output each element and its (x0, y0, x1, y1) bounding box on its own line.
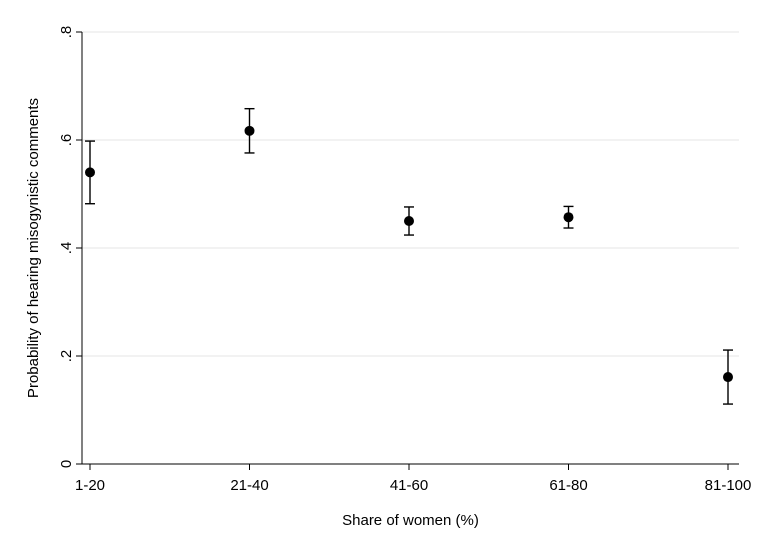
data-point (404, 216, 414, 226)
y-axis-label: Probability of hearing misogynistic comm… (25, 98, 42, 398)
x-tick-label: 81-100 (705, 477, 752, 494)
y-tick-label: .2 (58, 350, 75, 363)
data-point (85, 167, 95, 178)
data-point (244, 125, 255, 136)
y-tick-label: 0 (58, 460, 75, 468)
y-tick-label: .8 (58, 26, 75, 39)
x-tick-label: 61-80 (549, 477, 587, 494)
x-tick-label: 41-60 (390, 477, 428, 494)
x-tick-label: 1-20 (75, 477, 105, 494)
data-point (723, 372, 733, 383)
x-axis-label: Share of women (%) (342, 512, 479, 529)
data-point (563, 212, 574, 223)
y-tick-label: .6 (58, 134, 75, 147)
axes (76, 31, 739, 470)
x-tick-label: 21-40 (230, 477, 268, 494)
tick-labels: 0 .2 .4 .6 .8 1-20 21-40 41-60 61-80 81-100 (58, 26, 751, 494)
data-marks (85, 107, 733, 405)
y-tick-label: .4 (58, 242, 75, 255)
